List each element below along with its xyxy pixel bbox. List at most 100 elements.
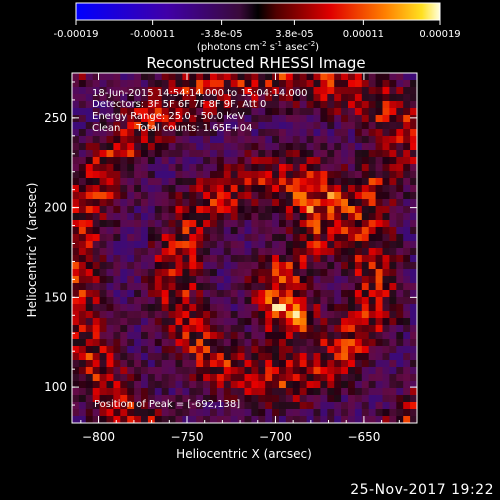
heatmap-cell [210, 332, 218, 340]
heatmap-cell [244, 164, 252, 172]
heatmap-cell [168, 73, 176, 81]
heatmap-cell [265, 297, 273, 305]
heatmap-cell [134, 255, 142, 263]
heatmap-cell [396, 227, 404, 235]
heatmap-cell [141, 269, 149, 277]
heatmap-cell [368, 199, 376, 207]
heatmap-cell [141, 248, 149, 256]
heatmap-cell [237, 171, 245, 179]
heatmap-cell [348, 255, 356, 263]
heatmap-cell [141, 304, 149, 312]
heatmap-cell [223, 192, 232, 200]
heatmap-cell [272, 283, 280, 291]
heatmap-cell [382, 234, 390, 242]
heatmap-cell [313, 220, 321, 228]
heatmap-cell [113, 129, 121, 137]
heatmap-cell [113, 381, 121, 389]
heatmap-cell [299, 360, 307, 368]
heatmap-cell [348, 220, 356, 228]
heatmap-cell [361, 255, 370, 263]
heatmap-cell [272, 346, 280, 354]
heatmap-cell [410, 360, 418, 368]
heatmap-cell [113, 346, 121, 354]
heatmap-cell [141, 80, 149, 88]
heatmap-cell [272, 332, 280, 340]
heatmap-cell [375, 199, 383, 207]
heatmap-cell [375, 206, 383, 214]
heatmap-cell [113, 178, 121, 186]
heatmap-cell [292, 87, 301, 95]
heatmap-cell [348, 311, 356, 319]
heatmap-cell [127, 332, 135, 340]
heatmap-cell [299, 416, 307, 424]
heatmap-cell [147, 241, 156, 249]
heatmap-cell [348, 185, 356, 193]
heatmap-cell [389, 325, 397, 333]
heatmap-cell [396, 374, 404, 382]
heatmap-cell [203, 115, 211, 123]
heatmap-cell [244, 262, 252, 270]
heatmap-cell [92, 269, 100, 277]
heatmap-cell [299, 185, 307, 193]
heatmap-cell [375, 143, 383, 151]
heatmap-cell [203, 143, 211, 151]
heatmap-cell [396, 276, 404, 284]
heatmap-cell [223, 325, 232, 333]
heatmap-cell [120, 262, 128, 270]
heatmap-cell [410, 346, 418, 354]
heatmap-cell [285, 262, 294, 270]
heatmap-cell [285, 388, 294, 396]
heatmap-cell [154, 374, 163, 382]
heatmap-cell [341, 402, 349, 410]
heatmap-cell [334, 367, 342, 375]
heatmap-cell [203, 395, 211, 403]
heatmap-cell [389, 213, 397, 221]
heatmap-cell [368, 346, 376, 354]
heatmap-cell [382, 248, 390, 256]
heatmap-cell [92, 409, 100, 417]
heatmap-cell [361, 220, 370, 228]
heatmap-cell [313, 255, 321, 263]
heatmap-cell [375, 402, 383, 410]
heatmap-cell [92, 80, 100, 88]
heatmap-cell [161, 136, 169, 144]
heatmap-cell [196, 178, 204, 186]
y-tick-label: 200 [44, 201, 67, 215]
heatmap-cell [189, 129, 197, 137]
heatmap-cell [72, 150, 80, 158]
heatmap-cell [410, 304, 418, 312]
heatmap-cell [182, 171, 190, 179]
heatmap-cell [210, 339, 218, 347]
heatmap-cell [354, 73, 363, 81]
heatmap-cell [306, 276, 314, 284]
heatmap-cell [134, 101, 142, 109]
heatmap-cell [251, 311, 259, 319]
heatmap-cell [382, 402, 390, 410]
heatmap-cell [389, 395, 397, 403]
heatmap-cell [354, 185, 363, 193]
heatmap-cell [382, 101, 390, 109]
heatmap-cell [348, 332, 356, 340]
heatmap-cell [244, 381, 252, 389]
heatmap-cell [375, 290, 383, 298]
heatmap-cell [168, 164, 176, 172]
heatmap-cell [403, 402, 411, 410]
heatmap-cell [306, 213, 314, 221]
heatmap-cell [203, 80, 211, 88]
colorbar-tick-label: -3.8e-05 [201, 29, 243, 40]
heatmap-cell [189, 87, 197, 95]
heatmap-cell [127, 129, 135, 137]
heatmap-cell [258, 339, 266, 347]
heatmap-cell [72, 122, 80, 130]
heatmap-cell [85, 73, 94, 81]
heatmap-cell [154, 185, 163, 193]
heatmap-cell [285, 178, 294, 186]
heatmap-cell [285, 395, 294, 403]
heatmap-cell [182, 136, 190, 144]
heatmap-cell [141, 185, 149, 193]
heatmap-cell [382, 122, 390, 130]
heatmap-cell [210, 234, 218, 242]
heatmap-cell [292, 332, 301, 340]
heatmap-cell [251, 122, 259, 130]
heatmap-cell [320, 213, 328, 221]
